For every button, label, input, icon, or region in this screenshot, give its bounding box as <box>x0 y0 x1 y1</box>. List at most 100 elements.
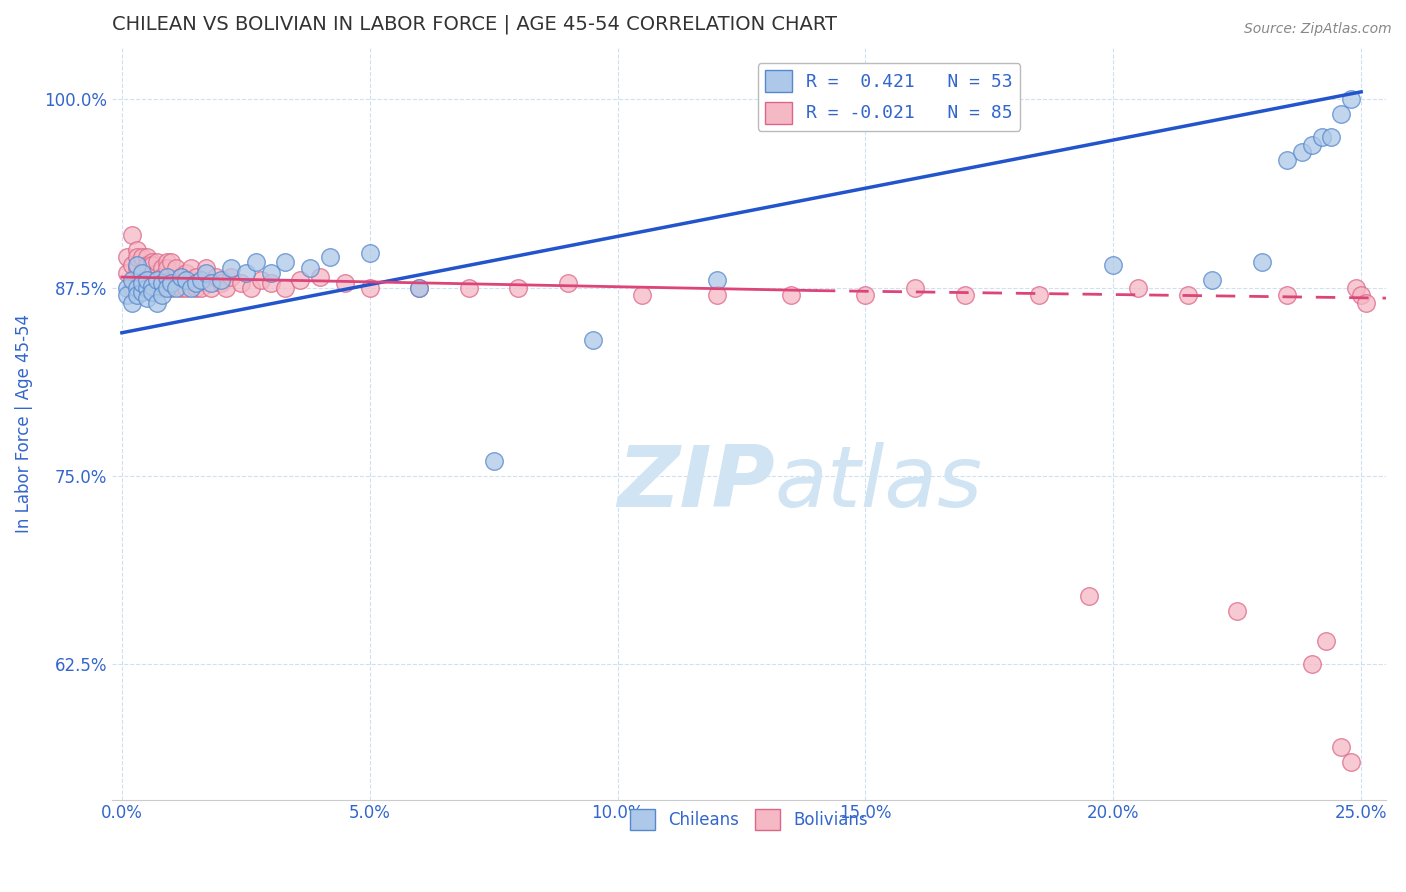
Point <box>1346 280 1368 294</box>
Point <box>582 333 605 347</box>
Point <box>131 266 153 280</box>
Point <box>135 273 157 287</box>
Point <box>1310 130 1333 145</box>
Point <box>125 288 148 302</box>
Point <box>141 280 163 294</box>
Point <box>150 288 173 302</box>
Point <box>219 270 242 285</box>
Point <box>131 276 153 290</box>
Point <box>195 266 218 280</box>
Point <box>1350 288 1372 302</box>
Point <box>125 251 148 265</box>
Point <box>121 280 143 294</box>
Point <box>200 280 222 294</box>
Point <box>359 280 381 294</box>
Point <box>150 280 173 294</box>
Point <box>706 273 728 287</box>
Point <box>145 266 167 280</box>
Point <box>1177 288 1199 302</box>
Point <box>706 288 728 302</box>
Point <box>508 280 530 294</box>
Point <box>180 280 202 294</box>
Text: CHILEAN VS BOLIVIAN IN LABOR FORCE | AGE 45-54 CORRELATION CHART: CHILEAN VS BOLIVIAN IN LABOR FORCE | AGE… <box>112 15 837 35</box>
Point <box>115 251 138 265</box>
Point <box>165 280 187 294</box>
Text: ZIP: ZIP <box>617 442 775 524</box>
Point <box>259 266 281 280</box>
Point <box>145 273 167 287</box>
Point <box>125 260 148 275</box>
Point <box>115 280 138 294</box>
Point <box>274 280 297 294</box>
Point <box>145 273 167 287</box>
Point <box>205 270 228 285</box>
Point <box>176 266 198 280</box>
Point <box>141 255 163 269</box>
Point <box>135 273 157 287</box>
Point <box>457 280 479 294</box>
Point <box>155 280 177 294</box>
Point <box>145 280 167 294</box>
Point <box>145 255 167 269</box>
Point <box>1355 295 1378 310</box>
Point <box>333 276 356 290</box>
Point <box>115 266 138 280</box>
Point <box>1102 258 1125 272</box>
Point <box>215 280 238 294</box>
Point <box>1330 107 1353 121</box>
Y-axis label: In Labor Force | Age 45-54: In Labor Force | Age 45-54 <box>15 314 32 533</box>
Point <box>180 260 202 275</box>
Point <box>170 270 193 285</box>
Point <box>170 270 193 285</box>
Point <box>1340 755 1362 769</box>
Point <box>239 280 262 294</box>
Point <box>631 288 654 302</box>
Point <box>155 270 177 285</box>
Point <box>904 280 927 294</box>
Point <box>1330 739 1353 754</box>
Point <box>290 273 312 287</box>
Point <box>1251 255 1274 269</box>
Point <box>186 276 208 290</box>
Text: Source: ZipAtlas.com: Source: ZipAtlas.com <box>1244 22 1392 37</box>
Point <box>150 270 173 285</box>
Point <box>1301 137 1323 152</box>
Point <box>160 276 183 290</box>
Point <box>1201 273 1223 287</box>
Point <box>141 258 163 272</box>
Point <box>319 251 342 265</box>
Point <box>131 280 153 294</box>
Point <box>359 246 381 260</box>
Point <box>155 260 177 275</box>
Point <box>121 227 143 242</box>
Point <box>249 273 271 287</box>
Point <box>141 285 163 299</box>
Point <box>274 255 297 269</box>
Point <box>141 279 163 293</box>
Point <box>209 273 232 287</box>
Point <box>309 270 332 285</box>
Point <box>170 280 193 294</box>
Point <box>121 273 143 287</box>
Point <box>235 266 257 280</box>
Point <box>155 276 177 290</box>
Point <box>408 280 430 294</box>
Point <box>125 258 148 272</box>
Text: atlas: atlas <box>775 442 983 524</box>
Point <box>176 273 198 287</box>
Point <box>135 280 157 294</box>
Point <box>176 280 198 294</box>
Point <box>121 258 143 272</box>
Point <box>1077 589 1099 603</box>
Point <box>1275 288 1298 302</box>
Point <box>1301 657 1323 671</box>
Point <box>125 243 148 257</box>
Point <box>229 276 252 290</box>
Legend: Chileans, Bolivians: Chileans, Bolivians <box>623 803 875 837</box>
Point <box>780 288 803 302</box>
Point <box>855 288 877 302</box>
Point <box>180 273 202 287</box>
Point <box>131 266 153 280</box>
Point <box>135 258 157 272</box>
Point <box>190 273 212 287</box>
